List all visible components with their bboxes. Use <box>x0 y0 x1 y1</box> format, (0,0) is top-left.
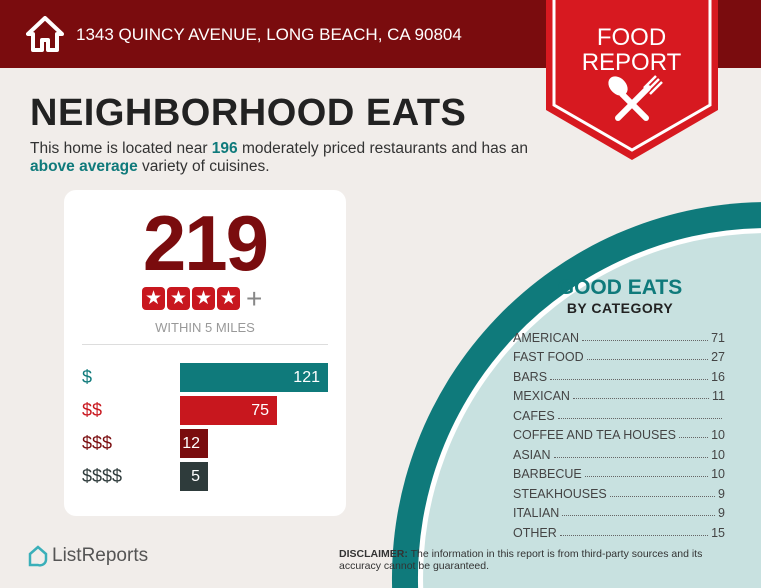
category-item: FAST FOOD 27 <box>513 345 725 364</box>
category-count: 15 <box>711 525 725 540</box>
category-name: FAST FOOD <box>513 350 584 364</box>
category-name: AMERICAN <box>513 330 579 345</box>
dot-leader <box>559 534 709 536</box>
category-count: 10 <box>711 447 725 462</box>
category-name: ASIAN <box>513 447 551 462</box>
category-count: 10 <box>711 467 725 481</box>
category-name: CAFES <box>513 408 555 423</box>
category-name: STEAKHOUSES <box>513 486 607 501</box>
page-title: NEIGHBORHOOD EATS <box>30 92 467 134</box>
category-item: ITALIAN 9 <box>513 501 725 520</box>
total-restaurants: 219 <box>142 199 269 287</box>
categories-subtitle: BY CATEGORY <box>566 300 674 316</box>
category-item: MEXICAN 11 <box>513 384 725 403</box>
star-icon: ★ <box>142 287 165 310</box>
badge-line1: FOOD <box>596 24 667 51</box>
category-count: 10 <box>711 428 725 442</box>
star-icon: ★ <box>192 287 215 310</box>
price-level-label: $$ <box>82 400 103 420</box>
category-count: 11 <box>712 389 725 403</box>
price-level-row: $$ 75 <box>82 396 332 425</box>
dot-leader <box>553 456 709 458</box>
category-item: OTHER 15 <box>513 520 725 540</box>
categories-title: GOOD EATS <box>557 276 683 299</box>
star-icon: ★ <box>217 287 240 310</box>
category-name: MEXICAN <box>513 389 570 403</box>
intro-text: This home is located near 196 moderately… <box>30 140 529 175</box>
category-name: ITALIAN <box>513 506 560 520</box>
category-item: ASIAN 10 <box>513 442 725 462</box>
category-count: 27 <box>711 350 725 364</box>
category-name: BARBECUE <box>513 467 582 481</box>
divider <box>82 344 328 345</box>
category-count: 9 <box>718 486 725 501</box>
star-rating: ★ ★ ★ ★ + <box>142 283 263 314</box>
badge-line2: REPORT <box>581 49 682 76</box>
dot-leader <box>562 515 716 516</box>
price-level-row: $$$ 12 <box>82 429 332 458</box>
price-level-label: $$$$ <box>82 466 123 486</box>
dot-leader <box>609 495 716 497</box>
dot-leader <box>550 378 709 380</box>
price-level-row: $121 <box>82 363 332 392</box>
category-count: 71 <box>711 330 725 345</box>
summary-card: 219 ★ ★ ★ ★ + WITHIN 5 MILES $121 $$ 75 $$$ 12 $… <box>64 190 346 516</box>
category-item: COFFEE AND TEA HOUSES 10 <box>513 423 725 442</box>
category-item: BARS 16 <box>513 364 725 384</box>
category-name: OTHER <box>513 525 557 540</box>
listreports-logo: ListReports <box>28 545 148 567</box>
property-address: 1343 QUINCY AVENUE, LONG BEACH, CA 90804 <box>76 25 462 44</box>
category-item: STEAKHOUSES 9 <box>513 481 725 501</box>
utensils-icon <box>615 85 651 121</box>
category-count: 16 <box>711 369 725 384</box>
category-count: 9 <box>718 506 725 520</box>
price-level-bar: 75 <box>180 396 277 425</box>
price-level-row: $$$$ 5 <box>82 462 332 491</box>
price-level-label: $ <box>82 367 93 387</box>
dot-leader <box>679 437 709 438</box>
dot-leader <box>557 417 722 419</box>
price-level-bar: 121 <box>180 363 328 392</box>
price-level-label: $$$ <box>82 433 113 453</box>
dot-leader <box>586 359 709 360</box>
food-report-badge <box>546 0 718 160</box>
radius-label: WITHIN 5 MILES <box>155 320 255 335</box>
category-name: COFFEE AND TEA HOUSES <box>513 428 677 442</box>
category-item: BARBECUE 10 <box>513 462 725 481</box>
plus-icon: + <box>246 283 263 314</box>
category-list: AMERICAN 71 FAST FOOD 27 BARS 16 MEXICAN 11 CAFE… <box>513 325 725 540</box>
home-icon <box>26 16 64 52</box>
logo-icon <box>28 545 48 567</box>
category-name: BARS <box>513 369 548 384</box>
star-icon: ★ <box>167 287 190 310</box>
dot-leader <box>581 339 709 341</box>
price-level-bar: 12 <box>180 429 208 458</box>
disclaimer: DISCLAIMER: The information in this repo… <box>339 548 703 572</box>
dot-leader <box>572 398 710 399</box>
category-item: CAFES <box>513 403 725 423</box>
dot-leader <box>584 476 709 477</box>
category-item: AMERICAN 71 <box>513 325 725 345</box>
price-level-bar: 5 <box>180 462 208 491</box>
